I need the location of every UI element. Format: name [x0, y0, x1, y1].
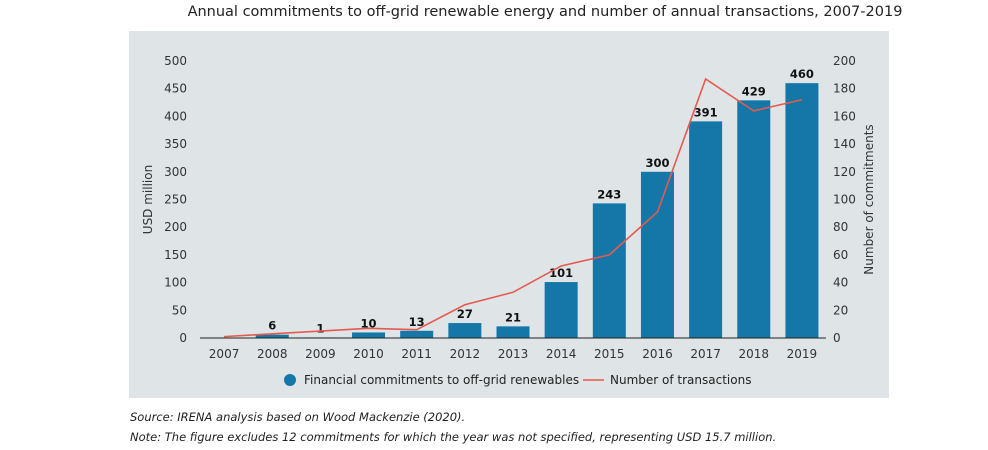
x-tick-label: 2019	[787, 347, 818, 361]
x-tick-label: 2016	[642, 347, 673, 361]
source-note: Source: IRENA analysis based on Wood Mac…	[130, 410, 466, 424]
bar	[785, 83, 819, 338]
y2-tick-label: 20	[833, 303, 848, 317]
legend-bar-marker	[284, 374, 296, 386]
y2-tick-label: 180	[833, 82, 856, 96]
bar	[737, 100, 771, 338]
bar-data-label: 6	[268, 319, 276, 333]
y2-tick-label: 0	[833, 331, 841, 345]
y-tick-label: 350	[164, 137, 187, 151]
y-tick-label: 450	[164, 82, 187, 96]
bar-data-label: 21	[505, 310, 521, 324]
bar	[352, 332, 386, 338]
x-tick-label: 2014	[546, 347, 577, 361]
y-tick-label: 150	[164, 248, 187, 262]
y2-tick-label: 60	[833, 248, 848, 262]
bar	[400, 330, 434, 338]
legend-bar-label: Financial commitments to off-grid renewa…	[304, 373, 579, 387]
y-tick-label: 500	[164, 54, 187, 68]
x-tick-label: 2013	[498, 347, 529, 361]
bar-data-label: 27	[457, 307, 473, 321]
bar-data-label: 429	[742, 84, 766, 98]
y2-tick-label: 140	[833, 137, 856, 151]
x-tick-label: 2007	[209, 347, 240, 361]
y-tick-label: 0	[179, 331, 187, 345]
y-axis-title: USD million	[141, 165, 155, 234]
chart-title: Annual commitments to off-grid renewable…	[187, 4, 903, 20]
bar	[255, 334, 289, 338]
y-tick-label: 100	[164, 276, 187, 290]
bar	[592, 203, 626, 338]
bar-data-label: 300	[645, 156, 669, 170]
x-tick-label: 2008	[257, 347, 288, 361]
bar	[689, 121, 723, 338]
y-tick-label: 300	[164, 165, 187, 179]
y2-axis-title: Number of commitments	[862, 124, 876, 274]
bar-data-label: 460	[790, 67, 814, 81]
y-tick-label: 400	[164, 109, 187, 123]
x-tick-label: 2009	[305, 347, 336, 361]
legend-line-label: Number of transactions	[610, 373, 751, 387]
x-tick-label: 2010	[353, 347, 384, 361]
bar-data-label: 391	[694, 105, 718, 119]
y2-tick-label: 120	[833, 165, 856, 179]
y2-tick-label: 100	[833, 193, 856, 207]
x-tick-label: 2015	[594, 347, 625, 361]
notes: Source: IRENA analysis based on Wood Mac…	[130, 407, 776, 447]
y2-tick-label: 40	[833, 276, 848, 290]
bar-data-label: 101	[549, 266, 573, 280]
y2-tick-label: 200	[833, 54, 856, 68]
y-tick-label: 50	[172, 303, 187, 317]
y2-tick-label: 80	[833, 220, 848, 234]
x-tick-label: 2011	[401, 347, 432, 361]
bar	[496, 326, 530, 338]
bar-data-label: 243	[597, 187, 621, 201]
y2-tick-label: 160	[833, 109, 856, 123]
transactions-line	[224, 77, 803, 338]
bar	[448, 323, 482, 338]
x-tick-label: 2012	[450, 347, 481, 361]
footnote: Note: The figure excludes 12 commitments…	[130, 430, 777, 444]
bar	[640, 171, 674, 338]
bar	[544, 282, 578, 338]
y-tick-label: 250	[164, 193, 187, 207]
x-tick-label: 2018	[738, 347, 769, 361]
bar-data-label: 1	[316, 321, 324, 335]
bar-data-label: 10	[361, 316, 377, 330]
x-tick-label: 2017	[690, 347, 721, 361]
bar-data-label: 13	[409, 315, 425, 329]
y-tick-label: 200	[164, 220, 187, 234]
